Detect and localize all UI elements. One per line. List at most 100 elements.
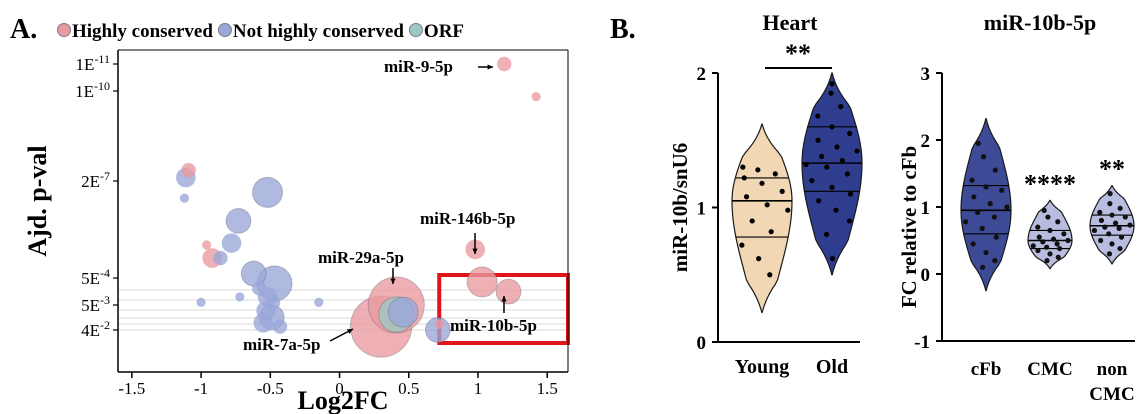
heart-title: Heart — [763, 10, 819, 35]
data-point — [847, 130, 853, 137]
data-point — [991, 214, 997, 220]
y-tick-label: 3 — [921, 64, 931, 85]
y-tick-label: 5E-3 — [81, 293, 110, 315]
data-point — [466, 266, 498, 298]
data-point — [975, 140, 981, 146]
data-point — [829, 184, 835, 190]
x-tick-label: cFb — [971, 359, 1002, 380]
data-point — [992, 167, 998, 173]
annotation-label: miR-29a-5p — [318, 248, 404, 267]
data-point — [265, 295, 281, 310]
fc-violin-panel: miR-10b-5p FC relative to cFb -1 0 1 2 3 cFb C… — [897, 10, 1135, 405]
x-tick-label: CMC — [1089, 384, 1134, 405]
x-tick-label: CMC — [1027, 359, 1072, 380]
data-point — [739, 242, 745, 248]
data-point — [1122, 214, 1128, 220]
data-point — [424, 317, 451, 343]
x-tick-label: 1 — [474, 379, 483, 398]
data-point — [314, 297, 324, 307]
y-tick-label: 2 — [697, 64, 707, 85]
violin-body — [1089, 184, 1135, 265]
data-point — [980, 264, 986, 270]
data-point — [235, 292, 245, 302]
data-point — [1044, 258, 1050, 264]
data-point — [834, 144, 840, 150]
data-point — [1117, 205, 1123, 211]
y-tick-label: 1E-10 — [75, 79, 110, 101]
data-point — [829, 256, 836, 262]
data-point — [1127, 222, 1133, 228]
data-point — [1047, 227, 1053, 234]
data-point — [764, 202, 770, 208]
data-point — [1106, 251, 1113, 257]
data-point — [1004, 204, 1010, 210]
data-point — [196, 297, 206, 307]
y-tick-label: -1 — [914, 332, 930, 353]
data-point — [980, 154, 987, 160]
data-point — [434, 319, 444, 329]
violin-body — [960, 117, 1012, 292]
data-point — [1065, 237, 1071, 244]
x-axis-label: Log2FC — [298, 386, 389, 414]
violin-body — [731, 123, 793, 314]
data-point — [1117, 245, 1123, 252]
data-point — [531, 91, 541, 102]
y-tick-label: 4E-2 — [81, 318, 110, 340]
legend-label: Not highly conserved — [233, 21, 404, 42]
data-point — [971, 194, 977, 200]
data-point — [1045, 214, 1051, 220]
data-point — [983, 184, 989, 190]
data-point — [833, 207, 839, 213]
data-point — [772, 171, 778, 177]
legend-label: Highly conserved — [72, 21, 213, 42]
annotation-label: miR-10b-5p — [450, 316, 537, 335]
fc-y-axis-label: FC relative to cFb — [897, 146, 921, 308]
data-point — [816, 198, 822, 204]
data-point — [743, 194, 750, 200]
significance-label: ** — [785, 39, 811, 68]
data-point — [225, 208, 252, 234]
data-point — [785, 207, 791, 213]
data-point — [497, 56, 512, 72]
data-point — [999, 187, 1005, 193]
data-point — [819, 153, 825, 159]
data-point — [828, 90, 834, 96]
data-point — [975, 209, 981, 215]
data-point — [1091, 227, 1098, 234]
data-point — [252, 176, 284, 208]
data-point — [809, 178, 815, 184]
volcano-plot-panel: A. Highly conserved Not highly conserved O… — [10, 14, 570, 414]
data-point — [979, 225, 985, 232]
x-tick-label: non — [1097, 359, 1128, 380]
arrow-head — [472, 248, 478, 254]
data-point — [846, 218, 853, 224]
data-point — [815, 113, 821, 119]
data-point — [740, 164, 746, 170]
significance-label: **** — [1024, 169, 1076, 198]
arrow-head — [501, 296, 507, 302]
annotation-label: miR-146b-5p — [420, 209, 515, 228]
data-point — [824, 164, 830, 170]
annotation-label: miR-9-5p — [384, 57, 453, 76]
data-point — [1044, 244, 1050, 250]
y-tick-label: 2E-7 — [81, 169, 110, 191]
heart-violin-area: 0 1 2 Young Old ** — [697, 39, 863, 378]
data-point — [1112, 220, 1119, 226]
data-point — [767, 272, 773, 278]
y-tick-label: 1E-11 — [76, 52, 110, 74]
x-tick-label: -1.5 — [118, 379, 145, 398]
y-tick-label: 2 — [921, 131, 931, 152]
violin-body — [801, 72, 863, 276]
data-point — [749, 218, 755, 224]
data-point — [213, 250, 228, 266]
data-point — [495, 278, 522, 305]
x-tick-label: Old — [816, 356, 848, 378]
y-tick-label: 1 — [697, 199, 707, 220]
data-point — [756, 256, 762, 262]
data-point — [969, 177, 975, 183]
data-point — [272, 319, 288, 334]
data-point — [221, 233, 242, 253]
annotation-label: miR-7a-5p — [243, 335, 320, 354]
x-tick-label: -0.5 — [257, 379, 284, 398]
